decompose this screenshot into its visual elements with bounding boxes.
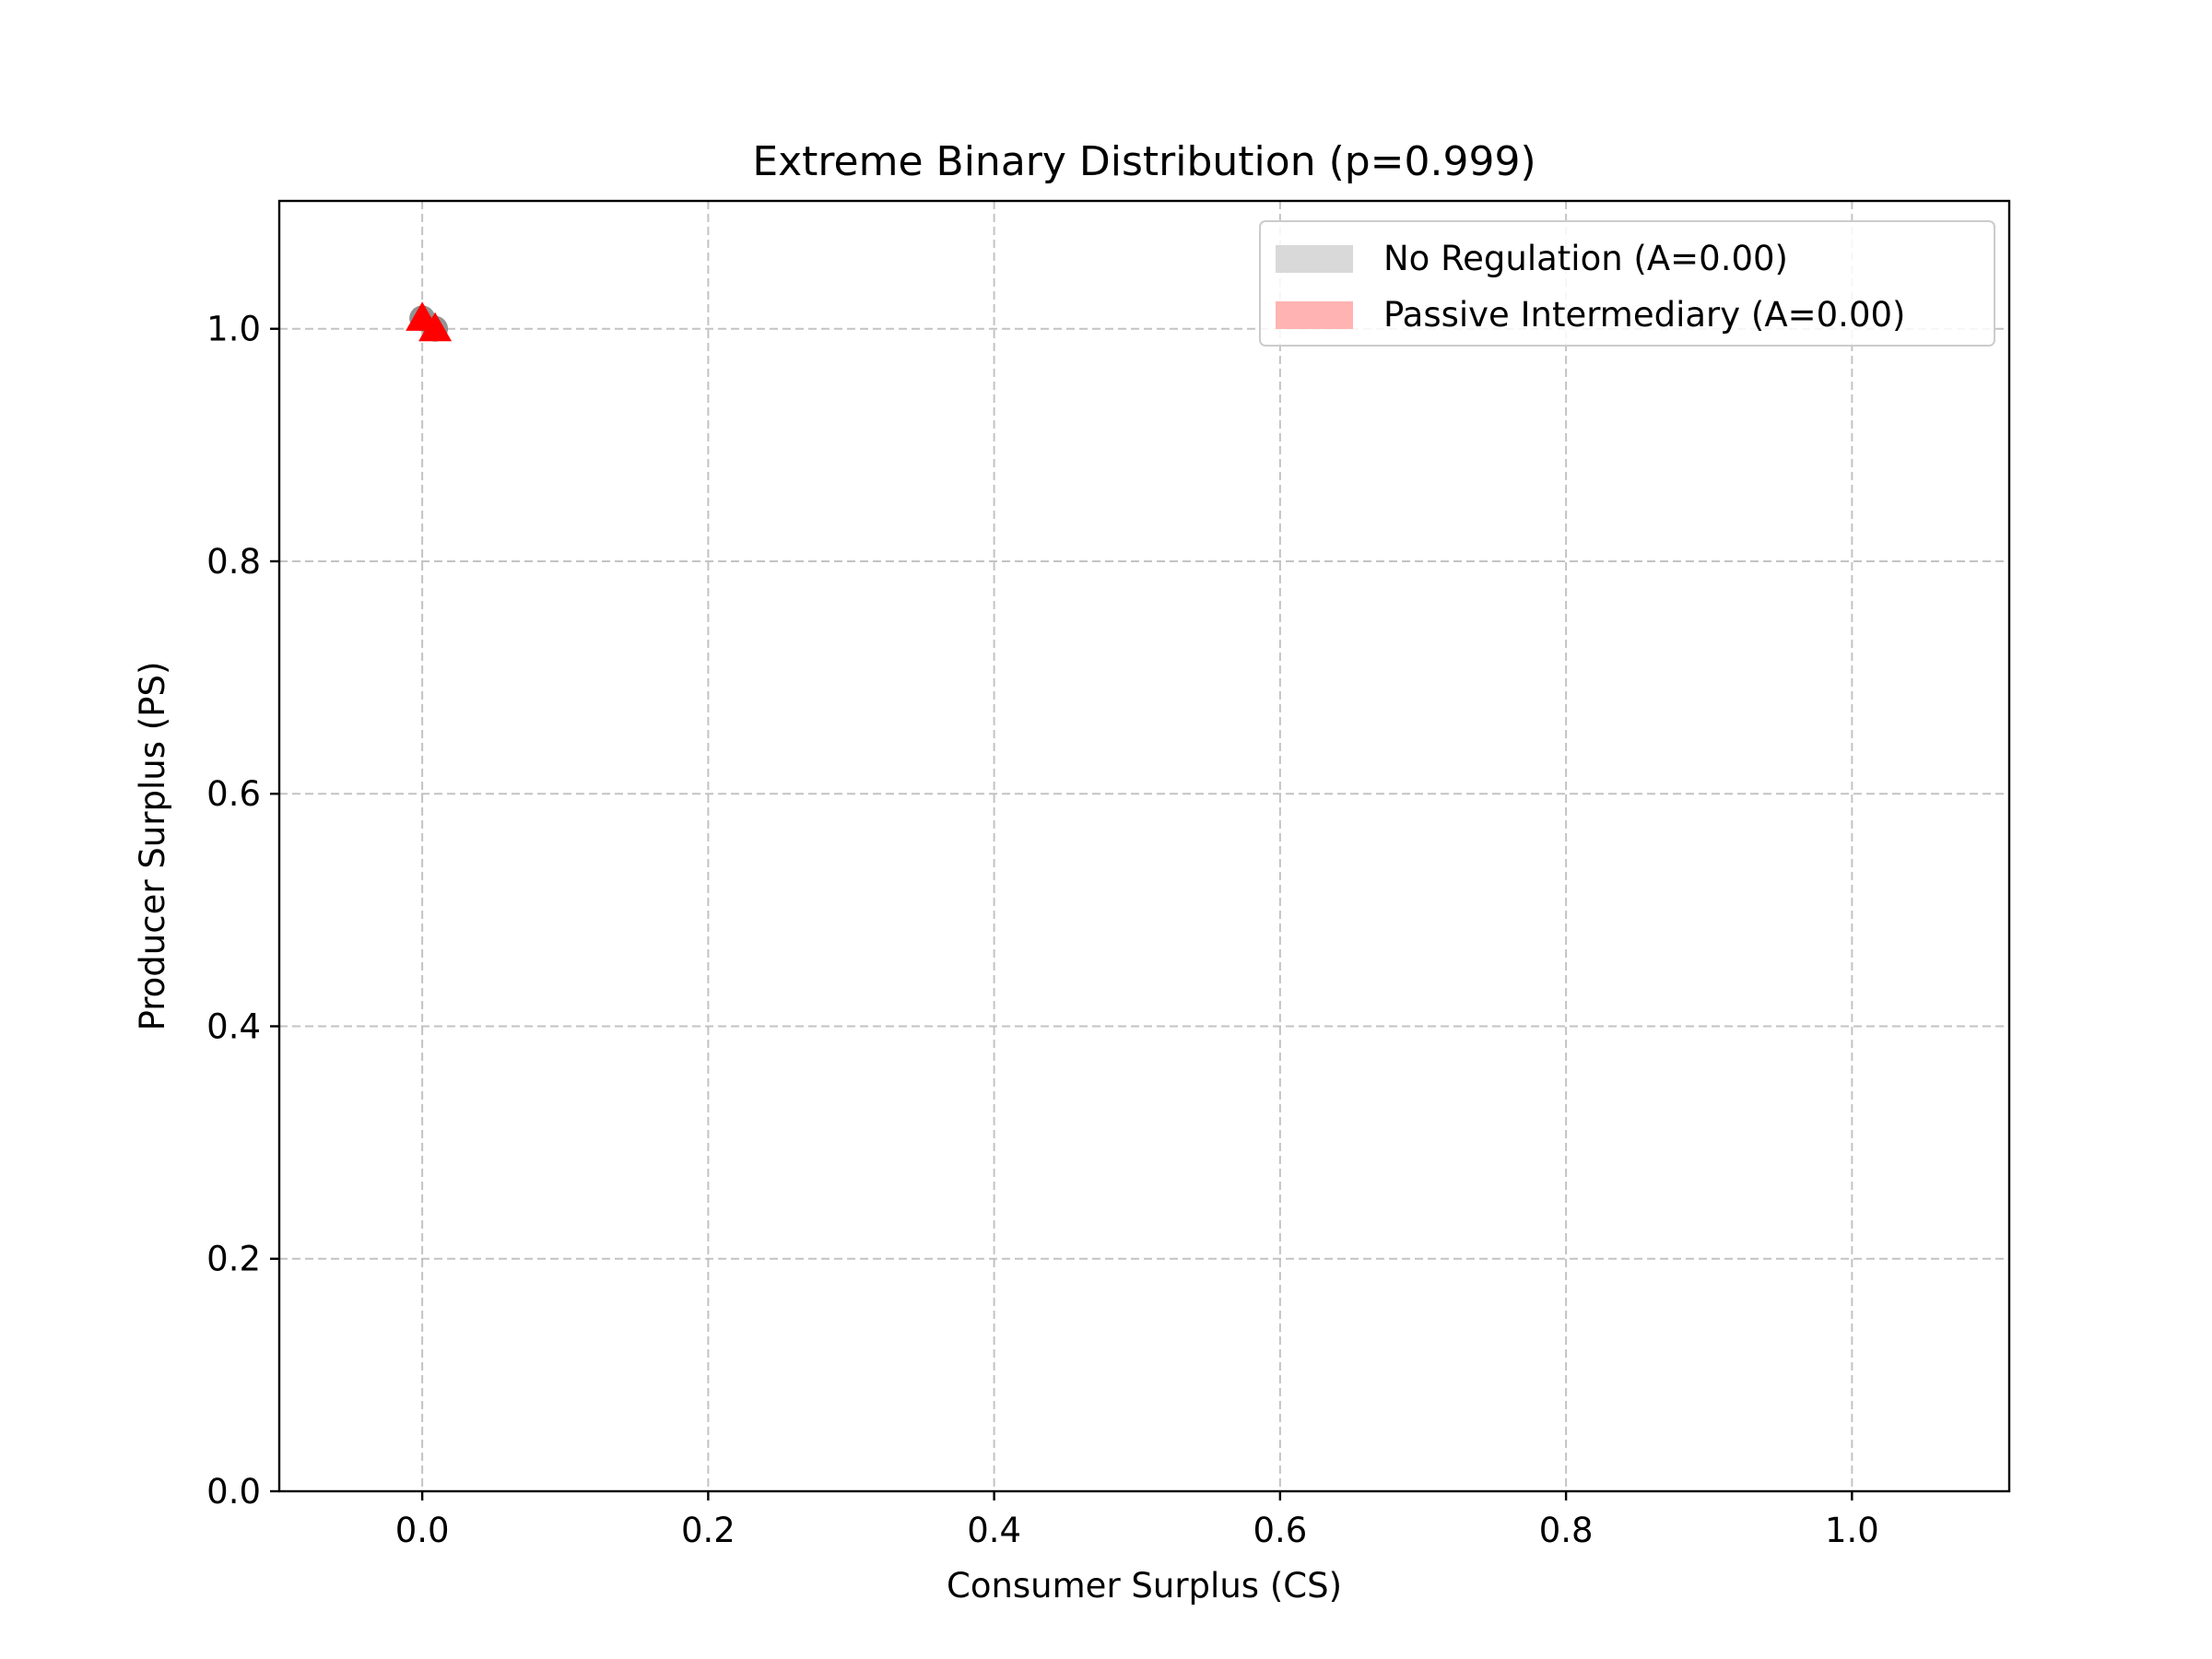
x-tick-label: 0.0: [395, 1511, 450, 1550]
x-tick-label: 0.6: [1253, 1511, 1307, 1550]
y-tick-label: 0.8: [206, 542, 261, 582]
x-tick-label: 0.2: [681, 1511, 735, 1550]
y-tick-label: 1.0: [206, 310, 261, 349]
x-axis-label: Consumer Surplus (CS): [947, 1566, 1342, 1606]
y-axis-label: Producer Surplus (PS): [133, 662, 172, 1031]
y-tick-label: 0.4: [206, 1006, 261, 1046]
plot-frame: [277, 199, 2011, 1493]
axis-ticks: 0.0 0.2 0.4 0.6 0.8 1.0 0.0 0.2 0.4 0.6 0.8 1.0: [206, 310, 1879, 1550]
legend-swatch: [1276, 245, 1353, 273]
x-tick-label: 0.4: [967, 1511, 1021, 1550]
legend-entry-label: Passive Intermediary (A=0.00): [1383, 295, 1905, 335]
x-tick-label: 0.8: [1539, 1511, 1594, 1550]
y-tick-label: 0.6: [206, 774, 261, 814]
x-tick-label: 1.0: [1825, 1511, 1879, 1550]
passive-intermediary-point: [418, 312, 453, 342]
legend-entry-label: No Regulation (A=0.00): [1383, 239, 1788, 278]
grid: [279, 201, 2009, 1492]
legend: No Regulation (A=0.00) Passive Intermedia…: [1259, 220, 1995, 347]
data-points: [406, 301, 453, 342]
legend-swatch: [1276, 301, 1353, 329]
chart-title: Extreme Binary Distribution (p=0.999): [752, 138, 1535, 185]
legend-box: [1259, 220, 1995, 347]
y-tick-label: 0.2: [206, 1240, 261, 1279]
y-tick-label: 0.0: [206, 1472, 261, 1512]
